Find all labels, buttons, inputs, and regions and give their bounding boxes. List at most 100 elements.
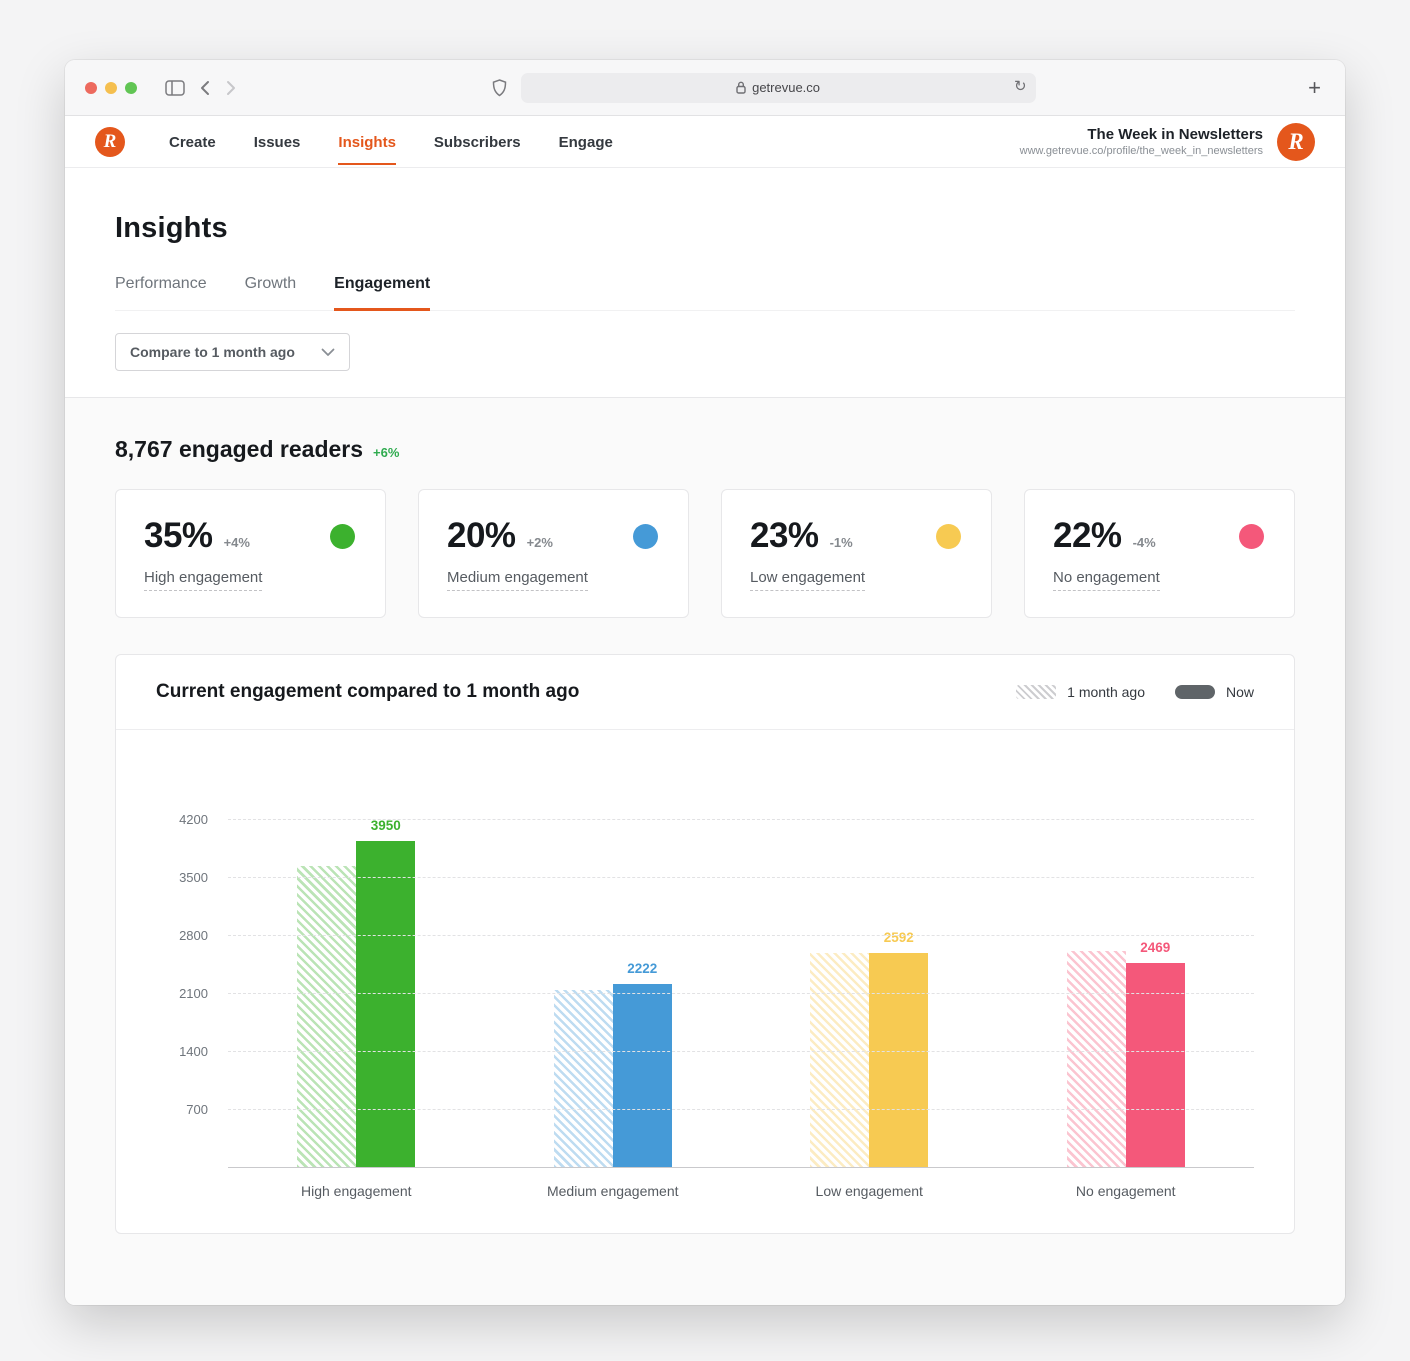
filter-bar: Compare to 1 month ago xyxy=(65,311,1345,398)
back-button[interactable] xyxy=(199,79,211,97)
low-engagement-dot xyxy=(936,524,961,549)
stat-value: 35% xyxy=(144,516,213,555)
profile-avatar[interactable]: R xyxy=(1277,122,1315,161)
summary-row: 8,767 engaged readers +6% xyxy=(115,436,1295,463)
category-label: No engagement xyxy=(1075,1183,1176,1199)
legend-item-1-month-ago: 1 month ago xyxy=(1016,684,1145,700)
url-bar[interactable]: getrevue.co ↻ xyxy=(520,72,1036,103)
bar-value-label: 2469 xyxy=(1140,940,1171,956)
stat-value: 20% xyxy=(447,516,516,555)
content-area: 8,767 engaged readers +6% 35% +4% High e… xyxy=(65,398,1345,1305)
bar-group: 2592 xyxy=(810,930,929,1168)
browser-chrome: getrevue.co ↻ + xyxy=(65,60,1345,116)
profile-info[interactable]: The Week in Newsletters www.getrevue.co/… xyxy=(1020,126,1263,157)
engagement-chart-card: Current engagement compared to 1 month a… xyxy=(115,654,1295,1234)
insights-tabs: Performance Growth Engagement xyxy=(115,275,1295,311)
stat-cards: 35% +4% High engagement 20% +2% Medium e… xyxy=(115,489,1295,618)
stat-label[interactable]: High engagement xyxy=(144,569,263,591)
app-nav: R Create Issues Insights Subscribers Eng… xyxy=(65,116,1345,168)
bar-value-label: 3950 xyxy=(370,817,401,833)
gridline xyxy=(228,993,1254,994)
stat-value: 23% xyxy=(750,516,819,555)
sidebar-toggle-icon[interactable] xyxy=(165,79,185,96)
chart-legend: 1 month ago Now xyxy=(1016,684,1254,700)
forward-button[interactable] xyxy=(225,79,237,97)
minimize-window-button[interactable] xyxy=(105,81,117,94)
stat-card-high-engagement: 35% +4% High engagement xyxy=(115,489,386,618)
stat-card-medium-engagement: 20% +2% Medium engagement xyxy=(418,489,689,618)
zoom-window-button[interactable] xyxy=(125,81,137,94)
revue-logo[interactable]: R xyxy=(95,126,125,157)
bar-group: 2469 xyxy=(1066,940,1185,1168)
lock-icon xyxy=(736,81,746,94)
page-title: Insights xyxy=(115,212,228,244)
chart-title: Current engagement compared to 1 month a… xyxy=(156,681,580,702)
gridline xyxy=(228,819,1254,820)
close-window-button[interactable] xyxy=(85,81,97,94)
privacy-shield-icon[interactable] xyxy=(492,78,507,97)
medium-engagement-dot xyxy=(633,524,658,549)
bar-now: 2592 xyxy=(869,930,929,1168)
bar-now: 2469 xyxy=(1125,940,1185,1168)
category-label: Low engagement xyxy=(815,1183,923,1199)
y-axis-tick: 3500 xyxy=(179,870,208,885)
url-text: getrevue.co xyxy=(752,80,821,95)
tab-engagement[interactable]: Engagement xyxy=(334,275,431,311)
traffic-lights xyxy=(85,81,137,94)
stat-value: 22% xyxy=(1053,516,1122,555)
category-label: Medium engagement xyxy=(546,1183,679,1199)
bar-value-label: 2222 xyxy=(627,960,658,976)
nav-items: Create Issues Insights Subscribers Engag… xyxy=(169,119,613,165)
bar-1-month-ago xyxy=(1066,950,1126,1168)
high-engagement-dot xyxy=(330,524,355,549)
nav-item-engage[interactable]: Engage xyxy=(558,133,613,151)
chart-xlabels: High engagement Medium engagement Low enga… xyxy=(228,1183,1254,1199)
legend-item-now: Now xyxy=(1174,684,1254,700)
stat-card-no-engagement: 22% -4% No engagement xyxy=(1024,489,1295,618)
tab-growth[interactable]: Growth xyxy=(244,275,297,292)
stat-label[interactable]: Medium engagement xyxy=(447,569,588,591)
chart-header: Current engagement compared to 1 month a… xyxy=(116,655,1294,730)
gridline xyxy=(228,935,1254,936)
profile-name: The Week in Newsletters xyxy=(1087,126,1263,143)
hatched-swatch xyxy=(1016,685,1057,699)
gridline xyxy=(228,877,1254,878)
stat-change: -4% xyxy=(1132,535,1156,550)
y-axis-tick: 700 xyxy=(186,1102,208,1117)
y-axis-tick: 1400 xyxy=(179,1044,208,1059)
bar-now: 2222 xyxy=(612,961,672,1168)
stat-change: +2% xyxy=(526,535,553,550)
browser-window: getrevue.co ↻ + R Create Issues Insights… xyxy=(65,60,1345,1305)
profile-url: www.getrevue.co/profile/the_week_in_news… xyxy=(1019,145,1263,157)
compare-dropdown-value: Compare to 1 month ago xyxy=(130,344,295,360)
stat-label[interactable]: Low engagement xyxy=(750,569,866,591)
gridline xyxy=(228,1051,1254,1052)
y-axis-tick: 2800 xyxy=(179,928,208,943)
gridline xyxy=(228,1109,1254,1110)
nav-item-issues[interactable]: Issues xyxy=(253,133,301,151)
no-engagement-dot xyxy=(1239,524,1264,549)
chart-groups: 3950 2222 2592 2469 xyxy=(228,770,1254,1168)
bar-1-month-ago xyxy=(810,952,870,1168)
stat-change: -1% xyxy=(829,535,853,550)
bar-group: 3950 xyxy=(297,818,416,1168)
y-axis-tick: 2100 xyxy=(179,986,208,1001)
stat-label[interactable]: No engagement xyxy=(1053,569,1160,591)
nav-item-subscribers[interactable]: Subscribers xyxy=(433,133,521,151)
bar-1-month-ago xyxy=(553,989,613,1168)
bar-value-label: 2592 xyxy=(883,930,914,946)
compare-dropdown[interactable]: Compare to 1 month ago xyxy=(115,333,350,371)
new-tab-button[interactable]: + xyxy=(1308,74,1321,100)
bar-chart: 3950 2222 2592 2469 4200 3500 2800 2100 1400 700… xyxy=(116,730,1294,1233)
bar-now: 3950 xyxy=(356,818,416,1168)
nav-item-create[interactable]: Create xyxy=(169,133,216,151)
bar-group: 2222 xyxy=(553,961,672,1168)
engaged-readers-headline: 8,767 engaged readers xyxy=(115,436,364,462)
category-label: High engagement xyxy=(300,1183,412,1199)
reload-icon[interactable]: ↻ xyxy=(1013,77,1027,95)
tab-performance[interactable]: Performance xyxy=(115,275,207,292)
page-header: Insights Performance Growth Engagement xyxy=(65,168,1345,311)
nav-item-insights[interactable]: Insights xyxy=(338,119,396,165)
stat-card-low-engagement: 23% -1% Low engagement xyxy=(721,489,992,618)
engaged-readers-change: +6% xyxy=(373,445,400,460)
